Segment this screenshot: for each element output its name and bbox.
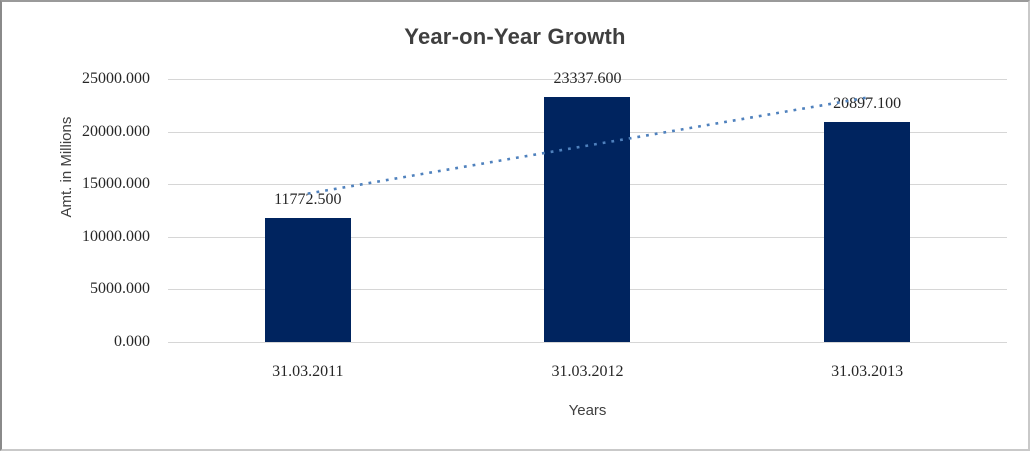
bar-value-label: 23337.600 <box>553 69 622 87</box>
y-tick-label: 25000.000 <box>82 70 150 87</box>
gridline <box>168 79 1007 80</box>
y-tick-label: 20000.000 <box>82 123 150 140</box>
y-tick-label: 5000.000 <box>90 280 150 297</box>
y-tick-label: 0.000 <box>114 333 150 350</box>
bar-value-label: 11772.500 <box>274 191 342 209</box>
bar <box>824 122 911 342</box>
y-tick-label: 10000.000 <box>82 228 150 245</box>
bar-group: 23337.600 <box>448 70 728 342</box>
y-tick-label: 15000.000 <box>82 175 150 192</box>
x-tick-label: 31.03.2012 <box>551 363 624 380</box>
bar-value-label: 20897.100 <box>833 95 902 113</box>
x-tick-label: 31.03.2011 <box>272 363 344 380</box>
bar <box>544 96 631 342</box>
bar-group: 20897.100 <box>727 79 1007 342</box>
x-tick-label: 31.03.2013 <box>831 363 904 380</box>
x-axis-title: Years <box>568 402 607 419</box>
chart-title: Year-on-Year Growth <box>404 24 626 49</box>
x-axis-labels: 31.03.2011 31.03.2012 31.03.2013 <box>168 361 1007 383</box>
bar <box>264 218 351 342</box>
gridline <box>168 342 1007 343</box>
plot-area: 11772.500 23337.600 20897.100 <box>168 70 1007 343</box>
bar-group: 11772.500 <box>168 79 448 342</box>
